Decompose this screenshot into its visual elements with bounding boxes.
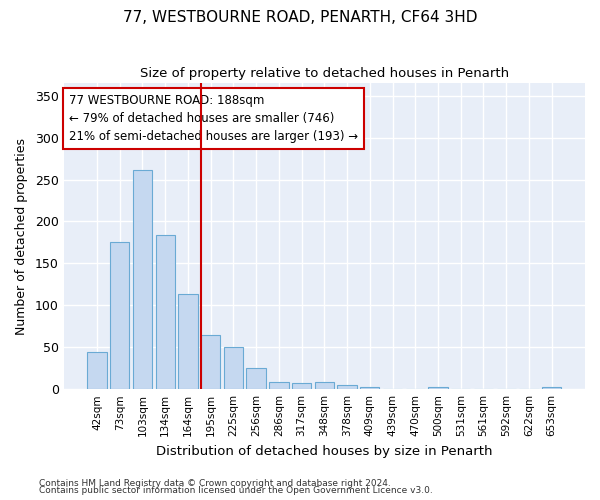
Y-axis label: Number of detached properties: Number of detached properties — [15, 138, 28, 334]
X-axis label: Distribution of detached houses by size in Penarth: Distribution of detached houses by size … — [156, 444, 493, 458]
Bar — [201, 334, 220, 389]
Text: Contains public sector information licensed under the Open Government Licence v3: Contains public sector information licen… — [39, 486, 433, 495]
Bar — [247, 368, 266, 389]
Bar — [314, 382, 334, 389]
Bar — [269, 382, 289, 389]
Bar — [224, 347, 243, 389]
Bar — [542, 386, 562, 389]
Bar — [292, 384, 311, 389]
Bar — [155, 235, 175, 389]
Bar — [88, 352, 107, 389]
Bar — [337, 385, 357, 389]
Bar — [428, 386, 448, 389]
Text: 77 WESTBOURNE ROAD: 188sqm
← 79% of detached houses are smaller (746)
21% of sem: 77 WESTBOURNE ROAD: 188sqm ← 79% of deta… — [69, 94, 358, 143]
Bar — [133, 170, 152, 389]
Bar — [110, 242, 130, 389]
Bar — [360, 386, 379, 389]
Bar — [178, 294, 197, 389]
Text: Contains HM Land Registry data © Crown copyright and database right 2024.: Contains HM Land Registry data © Crown c… — [39, 478, 391, 488]
Title: Size of property relative to detached houses in Penarth: Size of property relative to detached ho… — [140, 68, 509, 80]
Text: 77, WESTBOURNE ROAD, PENARTH, CF64 3HD: 77, WESTBOURNE ROAD, PENARTH, CF64 3HD — [123, 10, 477, 25]
